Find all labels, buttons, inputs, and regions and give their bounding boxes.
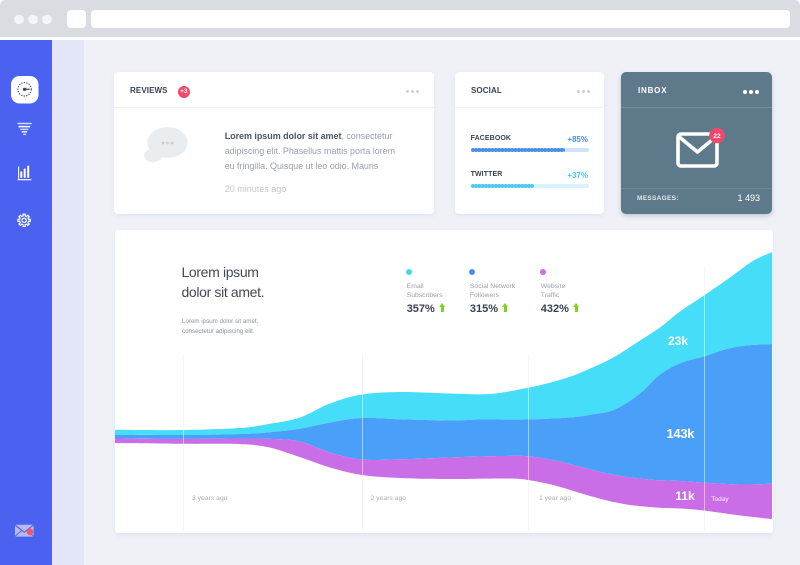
- svg-text:22: 22: [713, 133, 721, 140]
